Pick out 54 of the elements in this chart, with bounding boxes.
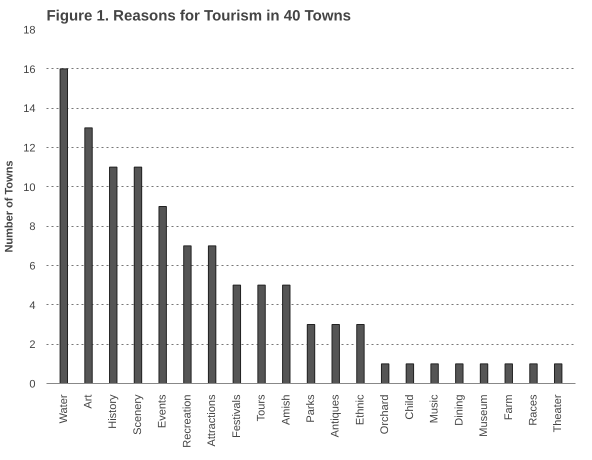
bar [480,363,488,384]
x-tick-label: Water [58,394,70,424]
bar [406,363,414,384]
x-tick-label: Scenery [132,394,144,435]
bar [430,363,439,384]
x-tick-label: Museum [478,394,490,437]
x-tick-label: Theater [552,394,564,432]
x-tick-label: History [107,394,120,429]
y-tick-label: 2 [29,339,36,352]
y-tick-label: 16 [23,64,36,76]
y-tick-label: 12 [23,142,36,154]
bar [158,206,167,384]
bar [109,166,118,384]
x-tick-label: Orchard [379,394,392,434]
bar [529,363,538,384]
x-tick-label: Tours [256,394,268,422]
bar [183,245,192,384]
x-tick-label: Parks [305,394,317,423]
y-tick-label: 14 [23,103,36,116]
bar [208,245,216,384]
y-axis-title: Number of Towns [3,160,16,253]
bar [60,68,68,384]
bar [84,127,93,384]
x-tick-label: Art [82,394,95,409]
x-tick-label: Recreation [181,394,194,448]
bar [134,166,142,384]
x-tick-label: Attractions [206,394,218,446]
y-tick-label: 18 [23,24,36,36]
bar [554,363,562,384]
bar [232,284,242,384]
x-tick-label: Music [428,394,441,424]
x-tick-label: Child [404,394,416,420]
y-tick-label: 0 [29,378,36,390]
y-tick-label: 8 [29,221,36,234]
x-tick-label: Races [527,394,540,426]
bar [455,363,464,384]
y-tick-label: 4 [29,300,36,312]
x-tick-label: Festivals [230,394,243,438]
bar [504,363,513,384]
bar [380,363,390,384]
bar [356,324,365,384]
x-tick-label: Events [156,394,169,428]
bar [306,324,316,384]
y-tick-label: 10 [23,182,36,194]
y-tick-label: 6 [29,260,36,272]
bar [332,324,340,384]
x-tick-label: Amish [280,394,292,426]
bar [282,284,290,384]
bar [257,284,266,384]
chart-title: Figure 1. Reasons for Tourism in 40 Towns [46,8,351,24]
x-tick-label: Ethnic [354,394,366,426]
x-tick-label: Antiques [330,394,342,438]
x-tick-label: Dining [453,394,466,426]
x-tick-label: Farm [502,394,515,420]
